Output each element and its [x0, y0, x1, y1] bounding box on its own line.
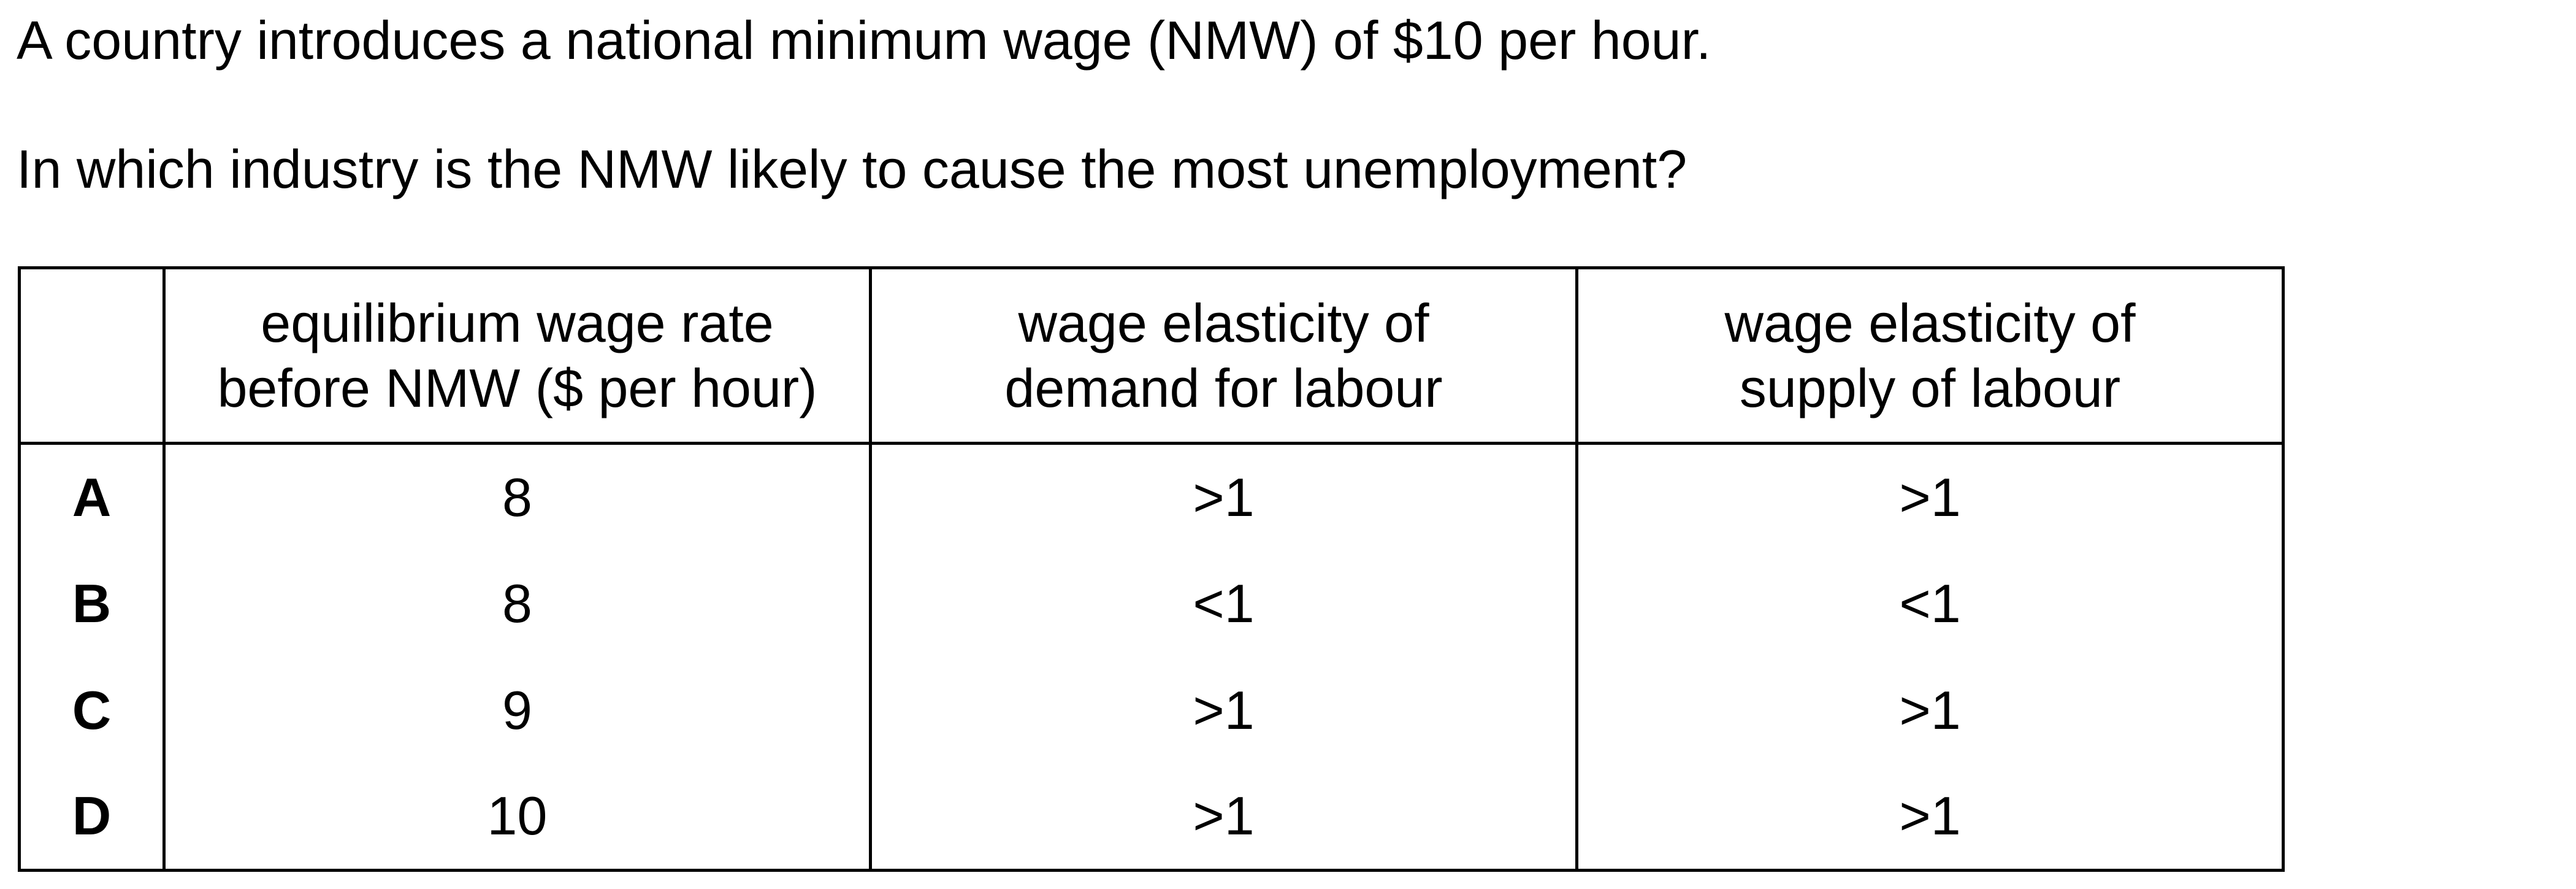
option-key: C	[18, 656, 166, 764]
question-prompt: In which industry is the NMW likely to c…	[17, 139, 1687, 199]
wage-rate-cell: 10	[162, 763, 872, 872]
supply-elasticity-cell: <1	[1575, 550, 2285, 657]
header-wage-rate: equilibrium wage rate before NMW ($ per …	[162, 266, 872, 445]
header-wage-rate-line-1: equilibrium wage rate	[261, 292, 774, 353]
table-header-row: equilibrium wage rate before NMW ($ per …	[18, 266, 2285, 445]
header-demand-elasticity-line-2: demand for labour	[1004, 357, 1443, 418]
demand-elasticity-cell: <1	[869, 550, 1578, 657]
options-table: equilibrium wage rate before NMW ($ per …	[18, 266, 2285, 872]
header-demand-elasticity: wage elasticity of demand for labour	[869, 266, 1578, 445]
table-row: A 8 >1 >1	[18, 443, 2285, 550]
demand-elasticity-cell: >1	[869, 656, 1578, 764]
wage-rate-cell: 8	[162, 550, 872, 657]
table-row: C 9 >1 >1	[18, 656, 2285, 764]
wage-rate-cell: 9	[162, 656, 872, 764]
header-supply-elasticity-line-1: wage elasticity of	[1724, 292, 2136, 353]
header-wage-rate-line-2: before NMW ($ per hour)	[217, 357, 817, 418]
demand-elasticity-cell: >1	[869, 443, 1578, 550]
header-demand-elasticity-line-1: wage elasticity of	[1018, 292, 1429, 353]
supply-elasticity-cell: >1	[1575, 656, 2285, 764]
table-row: B 8 <1 <1	[18, 550, 2285, 657]
question-stem: A country introduces a national minimum …	[17, 10, 1711, 71]
option-key: B	[18, 550, 166, 657]
option-key: A	[18, 443, 166, 550]
option-key: D	[18, 763, 166, 872]
supply-elasticity-cell: >1	[1575, 763, 2285, 872]
header-key	[18, 266, 166, 445]
demand-elasticity-cell: >1	[869, 763, 1578, 872]
supply-elasticity-cell: >1	[1575, 443, 2285, 550]
wage-rate-cell: 8	[162, 443, 872, 550]
header-supply-elasticity: wage elasticity of supply of labour	[1575, 266, 2285, 445]
table-row: D 10 >1 >1	[18, 763, 2285, 872]
header-supply-elasticity-line-2: supply of labour	[1739, 357, 2121, 418]
